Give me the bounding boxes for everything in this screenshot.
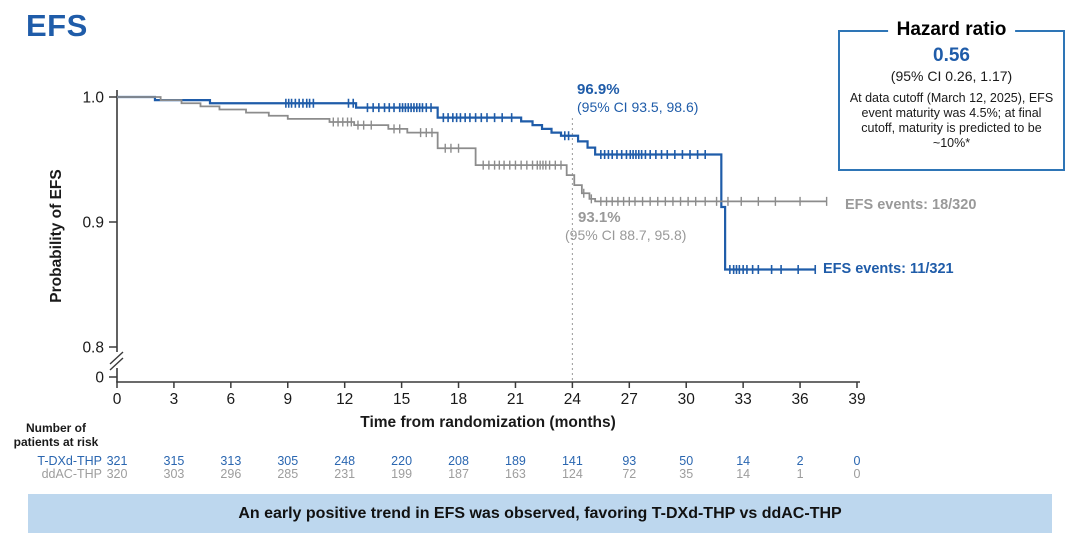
hazard-ratio-value: 0.56 xyxy=(933,45,970,66)
risk-row-label-ddac: ddAC-THP xyxy=(41,467,102,481)
risk-count: 248 xyxy=(334,454,356,468)
risk-count: 189 xyxy=(505,454,526,468)
conclusion-banner: An early positive trend in EFS was obser… xyxy=(28,494,1052,533)
risk-count: 14 xyxy=(736,454,751,468)
risk-count: 231 xyxy=(334,467,356,481)
landmark-ci-ddac: (95% CI 88.7, 95.8) xyxy=(565,227,687,243)
km-curve-ddAC-THP xyxy=(117,96,827,203)
x-tick-label: 15 xyxy=(393,391,410,408)
risk-count: 320 xyxy=(106,467,128,481)
hazard-ratio-note: At data cutoff (March 12, 2025), EFS eve… xyxy=(849,91,1054,150)
risk-count: 315 xyxy=(163,454,185,468)
risk-count: 313 xyxy=(220,454,242,468)
x-tick-label: 12 xyxy=(336,391,353,408)
risk-count: 285 xyxy=(277,467,299,481)
x-tick-label: 21 xyxy=(507,391,524,408)
x-tick-label: 27 xyxy=(621,391,638,408)
landmark-ci-tdxd: (95% CI 93.5, 98.6) xyxy=(577,99,699,115)
risk-count: 2 xyxy=(796,454,804,468)
x-tick-label: 36 xyxy=(791,391,808,408)
x-tick-label: 18 xyxy=(450,391,467,408)
y-tick-label: 0 xyxy=(95,370,104,387)
risk-count: 296 xyxy=(220,467,242,481)
risk-count: 199 xyxy=(391,467,413,481)
risk-count: 35 xyxy=(679,467,694,481)
x-tick-label: 3 xyxy=(170,391,179,408)
risk-count: 50 xyxy=(679,454,694,468)
risk-count: 124 xyxy=(561,467,583,481)
x-axis-label: Time from randomization (months) xyxy=(360,414,616,431)
y-tick-label: 0.9 xyxy=(82,215,104,232)
hazard-ratio-ci: (95% CI 0.26, 1.17) xyxy=(890,68,1013,84)
risk-count: 0 xyxy=(853,467,861,481)
risk-count: 220 xyxy=(391,454,413,468)
events-label-ddac: EFS events: 18/320 xyxy=(845,197,977,213)
risk-count: 208 xyxy=(448,454,469,468)
risk-count: 1 xyxy=(796,467,804,481)
x-tick-label: 39 xyxy=(848,391,865,408)
y-tick-label: 0.8 xyxy=(82,340,104,357)
risk-count: 321 xyxy=(106,454,128,468)
x-tick-label: 0 xyxy=(113,391,122,408)
axis-break-slash xyxy=(109,351,124,365)
risk-count: 141 xyxy=(561,454,583,468)
risk-table-header-line2: patients at risk xyxy=(13,434,99,449)
landmark-value-tdxd: 96.9% xyxy=(577,81,620,98)
x-tick-label: 9 xyxy=(283,391,292,408)
risk-count: 305 xyxy=(277,454,299,468)
axis-break-mask xyxy=(107,352,127,368)
landmark-value-ddac: 93.1% xyxy=(578,209,621,226)
risk-table-header-line1: Number of xyxy=(26,421,86,435)
hazard-ratio-box: Hazard ratio 0.56 (95% CI 0.26, 1.17) At… xyxy=(838,19,1065,171)
x-tick-label: 30 xyxy=(678,391,696,408)
axis-break-slash xyxy=(109,357,124,371)
risk-count: 93 xyxy=(622,454,637,468)
risk-count: 163 xyxy=(505,467,526,481)
x-tick-label: 6 xyxy=(227,391,236,408)
page-title: EFS xyxy=(26,8,88,43)
risk-count: 0 xyxy=(853,454,861,468)
y-axis-label: Probability of EFS xyxy=(48,169,65,303)
risk-row-label-tdxd: T-DXd-THP xyxy=(37,454,102,468)
risk-table-header: Number of patients at risk xyxy=(0,421,112,449)
x-tick-label: 33 xyxy=(735,391,752,408)
risk-count: 14 xyxy=(736,467,751,481)
x-tick-label: 24 xyxy=(564,391,582,408)
risk-count: 187 xyxy=(448,467,469,481)
risk-count: 72 xyxy=(622,467,637,481)
hazard-ratio-title: Hazard ratio xyxy=(887,19,1016,41)
y-tick-label: 1.0 xyxy=(82,90,104,107)
risk-count: 303 xyxy=(163,467,185,481)
events-label-tdxd: EFS events: 11/321 xyxy=(823,261,954,277)
km-curve-T-DXd-THP xyxy=(117,95,816,271)
